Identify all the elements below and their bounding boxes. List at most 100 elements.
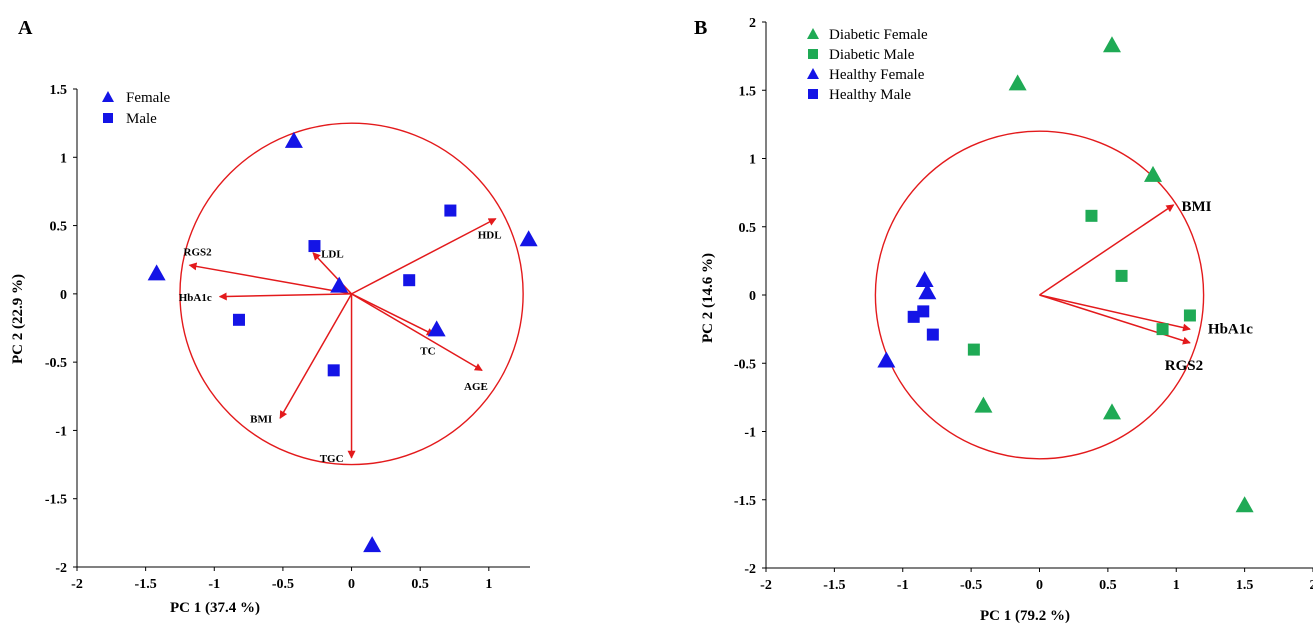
panel-a-loading-label-age: AGE [464,381,488,393]
panel-a-loading-arrow-ldl [312,252,353,295]
panel-b-y-tick-label: -2 [744,562,756,577]
panel-b-circle [874,130,1205,460]
panel-a-loading-label-hdl: HDL [478,230,502,242]
panel-b-x-tick-label: -2 [760,578,772,593]
panel-b-y-tick-label: 0.5 [739,221,757,236]
panel-b-x-tick-label: 1.5 [1236,578,1254,593]
panel-a-x-tick-label: -0.5 [272,577,294,592]
panel-a-point-male [308,240,321,253]
panel-b-legend-marker [808,89,818,99]
panel-b-y-tick-label: -1 [744,426,756,441]
panel-a-y-tick-label: -2 [55,561,67,576]
panel-b-x-tick-label: 0 [1036,578,1043,593]
panel-b-x-tick-label: -0.5 [960,578,982,593]
panel-a-x-tick-label: -1 [208,577,220,592]
panel-a-point-female [284,131,303,148]
panel-b-legend-label: Healthy Male [829,87,911,103]
panel-b-y-tick-label: 1.5 [739,84,757,99]
panel-a-x-ticks: -2 -1.5 -1 -0.5 0 0.5 1 [71,567,492,592]
panel-a-points [147,131,538,553]
panel-a-y-tick-label: -0.5 [45,356,67,371]
panel-a-circle [179,122,524,466]
panel-b: B PC 1 (79.2 %) PC 2 (14.6 %) -2 -1.5 -1 -0… [694,16,1313,624]
panel-b-point-healthy-female [918,283,937,300]
panel-a-loading-arrow-age [351,293,483,371]
panel-a-letter: A [18,17,33,39]
panel-b-legend-marker [807,28,819,39]
panel-a-point-male [444,204,457,217]
panel-b-loading-arrows: BMI HbA1c RGS2 [1039,199,1253,374]
panel-a-loading-label-rgs2: RGS2 [184,246,213,258]
panel-b-y-tick-label: -0.5 [734,357,756,372]
panel-a-point-female [519,230,538,247]
panel-a-axes [76,89,530,568]
panel-b-point-diabetic-female [1235,496,1254,513]
panel-a-legend: Female Male [102,90,170,127]
panel-a-loading-label-hba1c: HbA1c [179,292,212,304]
panel-a-point-male [403,274,416,287]
panel-b-x-axis-label: PC 1 (79.2 %) [980,608,1070,624]
panel-b-point-diabetic-male [1085,209,1098,222]
panel-b-loading-label-hba1c: HbA1c [1208,322,1253,338]
panel-a-correlation-circle [179,122,524,466]
panel-a-loading-arrow-hdl [351,218,497,295]
panel-a-point-male [327,364,340,377]
panel-a-x-tick-label: 0 [348,577,355,592]
panel-a-loading-arrows: RGS2 LDL HDL HbA1c TC AGE BMI TGC [179,218,502,465]
panel-a-y-tick-label: 0 [60,288,67,303]
panel-b-point-healthy-male [917,305,930,318]
panel-a-y-tick-label: 1 [60,151,67,166]
panel-a-x-tick-label: -1.5 [135,577,157,592]
panel-a-x-axis-label: PC 1 (37.4 %) [170,600,260,616]
panel-b-points [877,36,1254,513]
panel-b-point-diabetic-male [967,343,980,356]
panel-a-y-tick-label: -1.5 [45,493,67,508]
panel-a-y-tick-label: -1 [55,424,67,439]
panel-a-point-female [147,264,166,281]
panel-b-point-healthy-male [926,328,939,341]
panel-b-y-ticks: -2 -1.5 -1 -0.5 0 0.5 1 1.5 2 [734,16,766,577]
panel-b-point-diabetic-male [1115,269,1128,282]
panel-b-legend-label: Diabetic Female [829,27,928,43]
panel-b-point-diabetic-male [1156,323,1169,336]
panel-b-y-axis-label: PC 2 (14.6 %) [700,253,716,343]
panel-b-legend-marker [808,49,818,59]
panel-b-legend-label: Healthy Female [829,67,925,83]
panel-b-correlation-circle [874,130,1205,460]
panel-a-point-female [427,320,446,337]
panel-a-point-male [232,313,245,326]
panel-a: A PC 1 (37.4 %) PC 2 (22.9 %) -2 -1.5 -1 -0… [10,17,538,616]
panel-b-loading-arrow-rgs2 [1039,294,1191,345]
panel-a-y-ticks: -2 -1.5 -1 -0.5 0 0.5 1 1.5 [45,83,77,576]
panel-b-axes [765,22,1313,569]
panel-a-loading-arrow-tc [351,293,435,336]
panel-a-x-tick-label: 0.5 [411,577,429,592]
panel-a-loading-label-bmi: BMI [250,414,272,426]
panel-b-y-tick-label: 2 [749,16,756,31]
panel-b-point-healthy-female [915,270,934,287]
panel-b-point-diabetic-male [1183,309,1196,322]
panel-a-y-tick-label: 0.5 [50,220,68,235]
panel-a-loading-arrow-rgs2 [188,262,352,295]
panel-b-loading-label-rgs2: RGS2 [1165,358,1203,374]
panel-b-legend-marker [807,68,819,79]
panel-b-loading-label-bmi: BMI [1182,199,1212,215]
panel-b-loading-arrow-bmi [1039,204,1175,296]
panel-b-legend-label: Diabetic Male [829,47,915,63]
panel-a-loading-arrow-bmi [279,293,353,420]
panel-b-y-tick-label: 1 [749,153,756,168]
panel-a-legend-marker [102,91,114,102]
panel-b-y-tick-label: 0 [749,289,756,304]
panel-a-x-tick-label: -2 [71,577,83,592]
panel-b-point-diabetic-female [974,396,993,413]
panel-b-point-diabetic-female [1102,403,1121,420]
panel-a-loading-label-tc: TC [420,346,435,358]
panel-a-y-axis-label: PC 2 (22.9 %) [10,274,26,364]
panel-a-y-tick-label: 1.5 [50,83,68,98]
panel-b-x-ticks: -2 -1.5 -1 -0.5 0 0.5 1 1.5 2 [760,568,1313,593]
panel-a-loading-label-ldl: LDL [321,248,344,260]
panel-a-legend-marker [103,113,113,123]
panel-b-legend: Diabetic Female Diabetic Male Healthy Fema… [807,27,928,103]
panel-a-legend-label: Female [126,90,170,106]
